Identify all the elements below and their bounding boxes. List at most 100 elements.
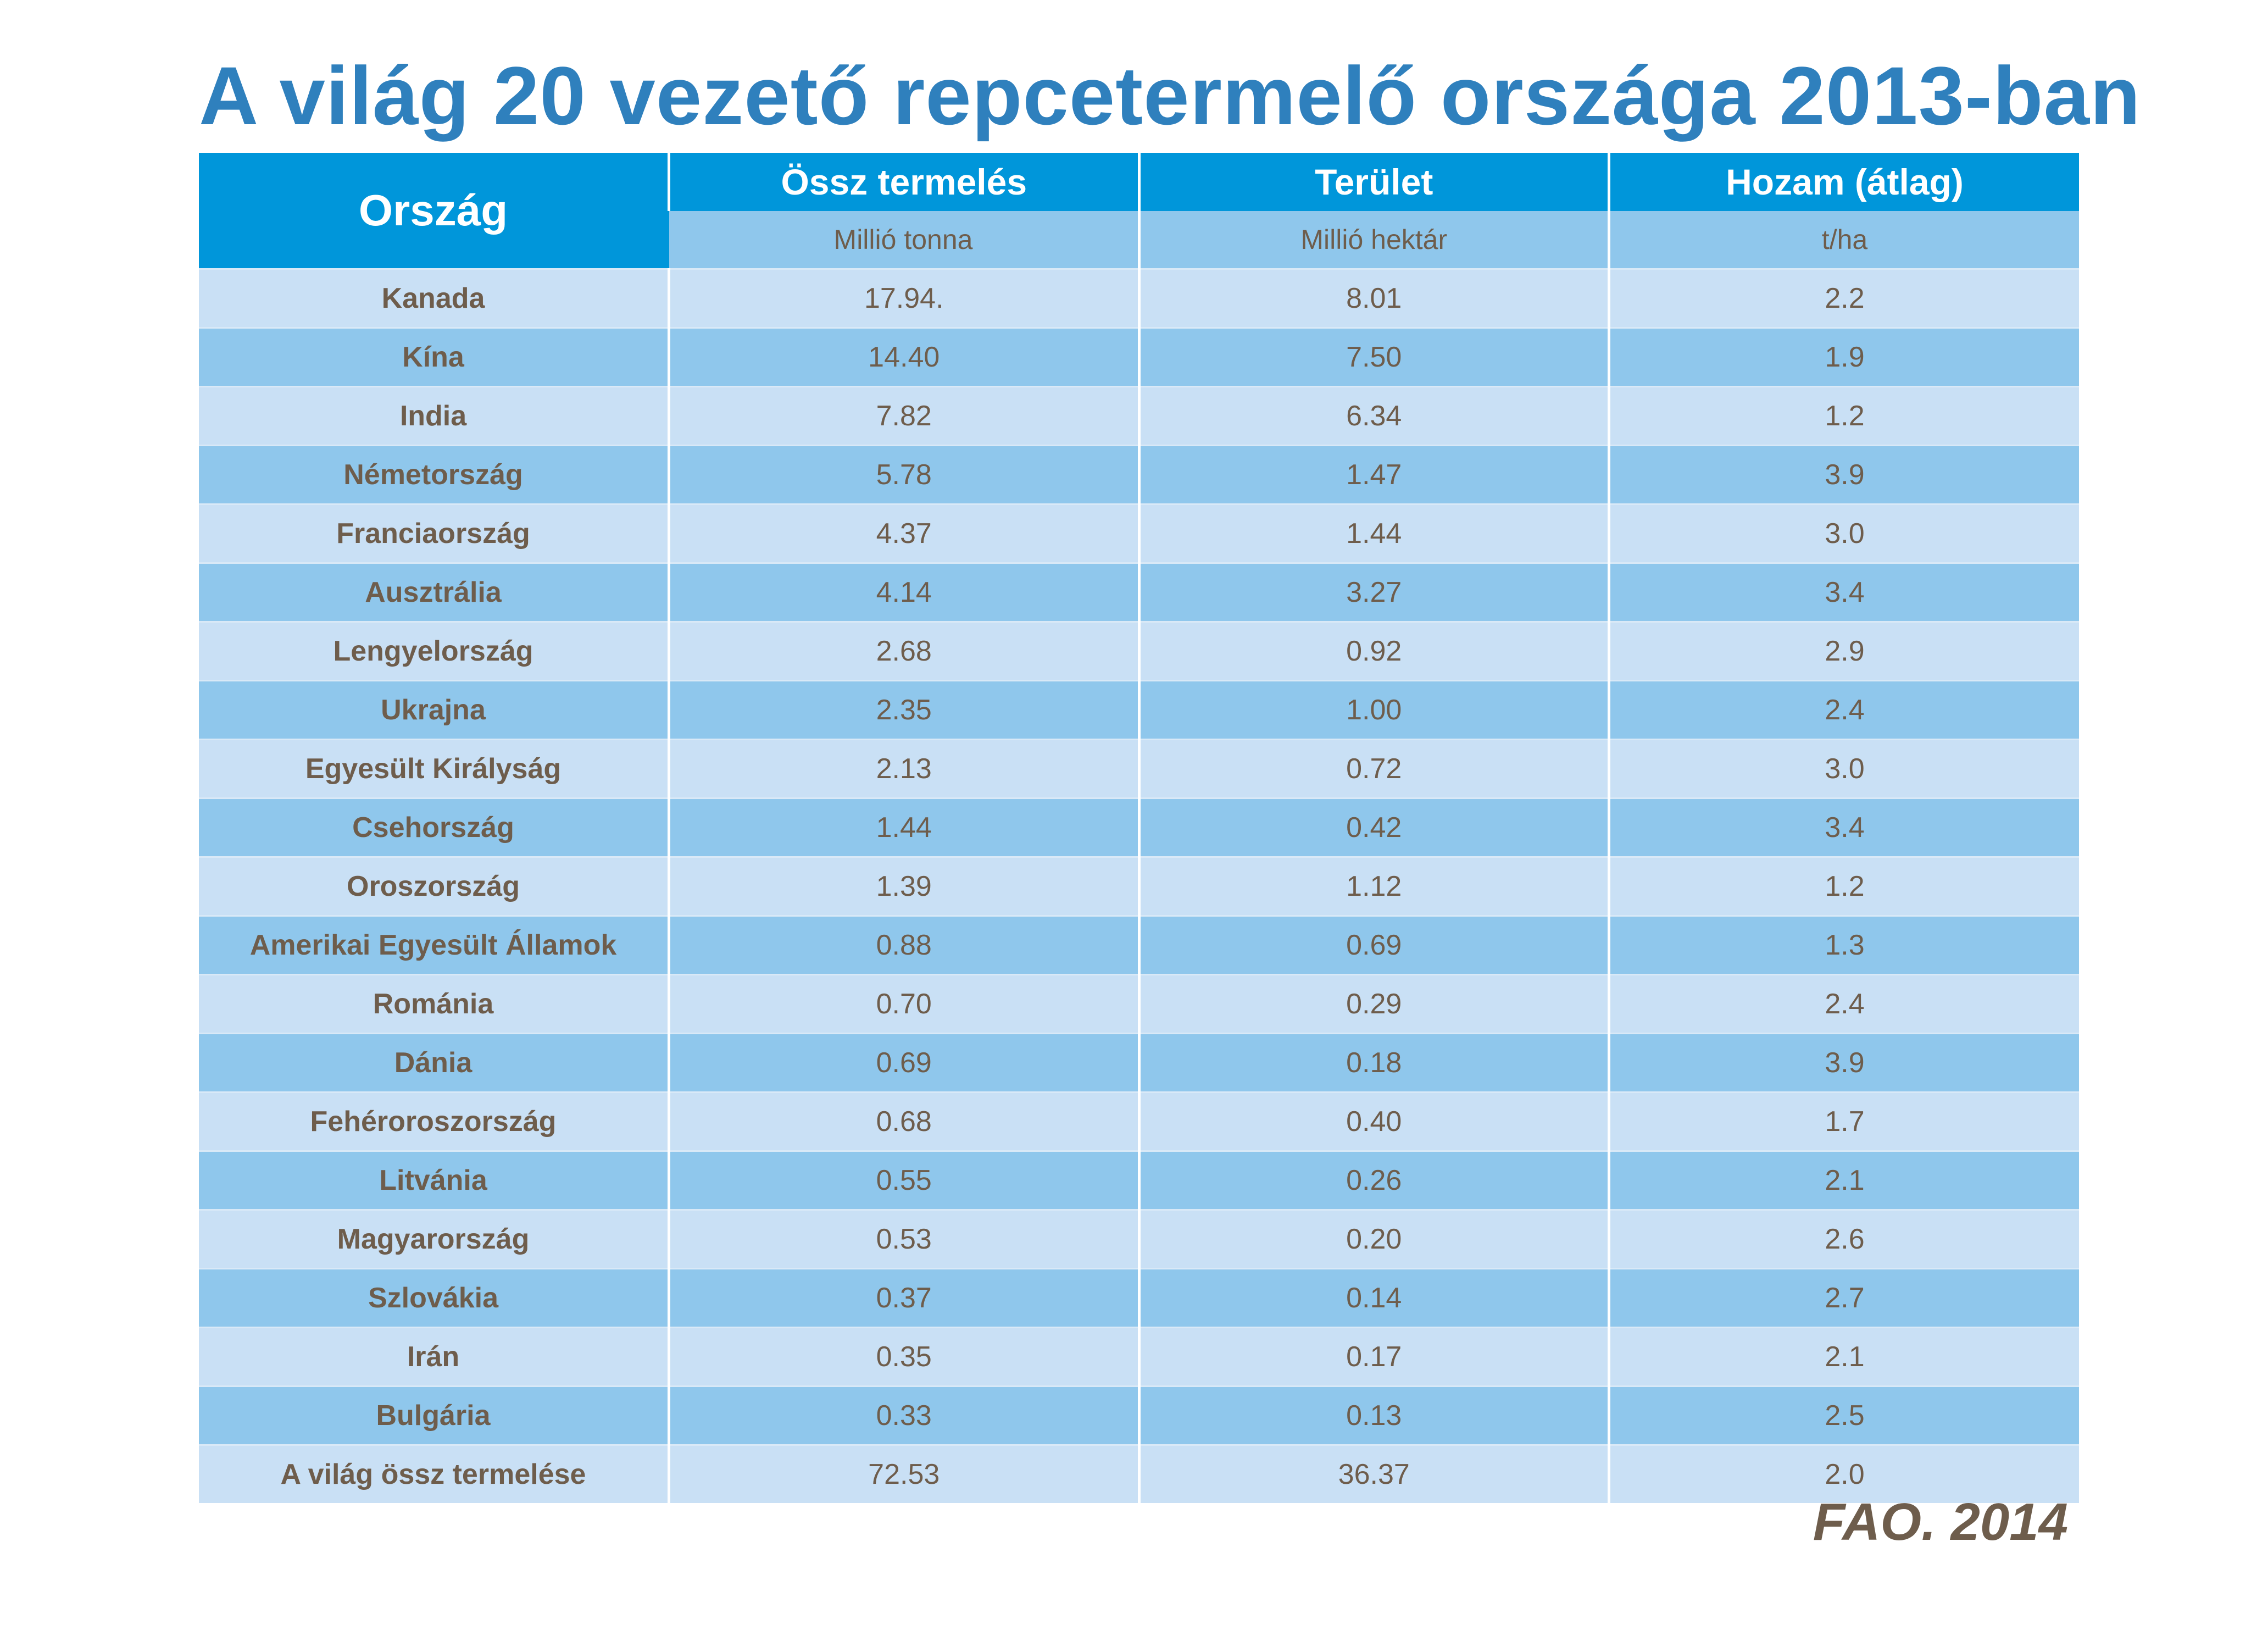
source-citation: FAO. 2014 bbox=[1813, 1493, 2068, 1551]
country-cell: Fehéroroszország bbox=[199, 1091, 669, 1151]
country-cell: Lengyelország bbox=[199, 621, 669, 681]
area-cell: 0.26 bbox=[1137, 1150, 1609, 1210]
yield-cell: 1.2 bbox=[1608, 856, 2079, 916]
production-cell: 5.78 bbox=[668, 445, 1139, 504]
area-cell: 0.20 bbox=[1137, 1209, 1609, 1269]
country-cell: Kanada bbox=[199, 268, 669, 328]
area-cell: 1.00 bbox=[1137, 680, 1609, 740]
production-cell: 72.53 bbox=[668, 1444, 1139, 1503]
country-cell: India bbox=[199, 386, 669, 446]
country-cell: Románia bbox=[199, 974, 669, 1034]
country-cell: Szlovákia bbox=[199, 1268, 669, 1328]
yield-cell: 1.9 bbox=[1608, 327, 2079, 387]
area-cell: 0.69 bbox=[1137, 915, 1609, 975]
country-cell: Oroszország bbox=[199, 856, 669, 916]
yield-cell: 2.1 bbox=[1608, 1327, 2079, 1387]
table-row: Litvánia 0.55 0.26 2.1 bbox=[199, 1150, 2079, 1210]
production-cell: 7.82 bbox=[668, 386, 1139, 446]
area-cell: 3.27 bbox=[1137, 562, 1609, 622]
production-table: Ország Össz termelés Terület Hozam (átla… bbox=[199, 153, 2079, 1503]
area-cell: 1.12 bbox=[1137, 856, 1609, 916]
area-cell: 0.14 bbox=[1137, 1268, 1609, 1328]
country-cell: Dánia bbox=[199, 1033, 669, 1092]
table-row: Egyesült Királyság 2.13 0.72 3.0 bbox=[199, 739, 2079, 798]
yield-cell: 2.0 bbox=[1608, 1444, 2079, 1503]
country-cell: Magyarország bbox=[199, 1209, 669, 1269]
production-cell: 0.35 bbox=[668, 1327, 1139, 1387]
page-title: A világ 20 vezető repcetermelő országa 2… bbox=[199, 49, 2141, 142]
header-production: Össz termelés bbox=[668, 153, 1139, 211]
country-cell: Irán bbox=[199, 1327, 669, 1387]
production-cell: 0.53 bbox=[668, 1209, 1139, 1269]
unit-production: Millió tonna bbox=[669, 211, 1139, 269]
production-cell: 2.68 bbox=[668, 621, 1139, 681]
table-row: Bulgária 0.33 0.13 2.5 bbox=[199, 1385, 2079, 1445]
yield-cell: 2.5 bbox=[1608, 1385, 2079, 1445]
country-cell: Kína bbox=[199, 327, 669, 387]
country-cell: Németország bbox=[199, 445, 669, 504]
table-row: Szlovákia 0.37 0.14 2.7 bbox=[199, 1268, 2079, 1328]
country-cell: Franciaország bbox=[199, 503, 669, 563]
country-cell: Bulgária bbox=[199, 1385, 669, 1445]
table-row: Irán 0.35 0.17 2.1 bbox=[199, 1327, 2079, 1387]
table-row: Oroszország 1.39 1.12 1.2 bbox=[199, 856, 2079, 916]
yield-cell: 2.2 bbox=[1608, 268, 2079, 328]
production-cell: 0.70 bbox=[668, 974, 1139, 1034]
yield-cell: 3.0 bbox=[1608, 739, 2079, 798]
table-row: India 7.82 6.34 1.2 bbox=[199, 386, 2079, 446]
country-cell: A világ össz termelése bbox=[199, 1444, 669, 1503]
unit-yield: t/ha bbox=[1608, 211, 2079, 269]
country-cell: Csehország bbox=[199, 797, 669, 857]
production-cell: 0.88 bbox=[668, 915, 1139, 975]
production-cell: 2.13 bbox=[668, 739, 1139, 798]
yield-cell: 2.4 bbox=[1608, 974, 2079, 1034]
area-cell: 6.34 bbox=[1137, 386, 1609, 446]
yield-cell: 1.7 bbox=[1608, 1091, 2079, 1151]
yield-cell: 3.9 bbox=[1608, 1033, 2079, 1092]
production-cell: 4.37 bbox=[668, 503, 1139, 563]
table-row: Dánia 0.69 0.18 3.9 bbox=[199, 1033, 2079, 1092]
table-row: Magyarország 0.53 0.20 2.6 bbox=[199, 1209, 2079, 1269]
table-row: A világ össz termelése 72.53 36.37 2.0 bbox=[199, 1444, 2079, 1503]
area-cell: 1.47 bbox=[1137, 445, 1609, 504]
table-row: Amerikai Egyesült Államok 0.88 0.69 1.3 bbox=[199, 915, 2079, 975]
area-cell: 0.72 bbox=[1137, 739, 1609, 798]
area-cell: 1.44 bbox=[1137, 503, 1609, 563]
yield-cell: 2.1 bbox=[1608, 1150, 2079, 1210]
area-cell: 0.40 bbox=[1137, 1091, 1609, 1151]
table-row: Lengyelország 2.68 0.92 2.9 bbox=[199, 621, 2079, 681]
country-cell: Egyesült Királyság bbox=[199, 739, 669, 798]
area-cell: 0.18 bbox=[1137, 1033, 1609, 1092]
table-row: Franciaország 4.37 1.44 3.0 bbox=[199, 503, 2079, 563]
area-cell: 36.37 bbox=[1137, 1444, 1609, 1503]
area-cell: 0.42 bbox=[1137, 797, 1609, 857]
yield-cell: 1.2 bbox=[1608, 386, 2079, 446]
yield-cell: 2.7 bbox=[1608, 1268, 2079, 1328]
table-row: Románia 0.70 0.29 2.4 bbox=[199, 974, 2079, 1034]
table-row: Kanada 17.94. 8.01 2.2 bbox=[199, 268, 2079, 328]
area-cell: 7.50 bbox=[1137, 327, 1609, 387]
yield-cell: 2.6 bbox=[1608, 1209, 2079, 1269]
table-row: Németország 5.78 1.47 3.9 bbox=[199, 445, 2079, 504]
table-row: Ukrajna 2.35 1.00 2.4 bbox=[199, 680, 2079, 740]
production-cell: 1.39 bbox=[668, 856, 1139, 916]
area-cell: 0.13 bbox=[1137, 1385, 1609, 1445]
production-cell: 2.35 bbox=[668, 680, 1139, 740]
yield-cell: 3.0 bbox=[1608, 503, 2079, 563]
production-cell: 0.37 bbox=[668, 1268, 1139, 1328]
country-cell: Litvánia bbox=[199, 1150, 669, 1210]
table-row: Fehéroroszország 0.68 0.40 1.7 bbox=[199, 1091, 2079, 1151]
country-cell: Ukrajna bbox=[199, 680, 669, 740]
area-cell: 0.17 bbox=[1137, 1327, 1609, 1387]
area-cell: 8.01 bbox=[1137, 268, 1609, 328]
header-yield: Hozam (átlag) bbox=[1608, 153, 2079, 211]
table-row: Csehország 1.44 0.42 3.4 bbox=[199, 797, 2079, 857]
yield-cell: 3.9 bbox=[1608, 445, 2079, 504]
table-row: Ausztrália 4.14 3.27 3.4 bbox=[199, 562, 2079, 622]
production-cell: 17.94. bbox=[668, 268, 1139, 328]
yield-cell: 2.4 bbox=[1608, 680, 2079, 740]
production-cell: 0.68 bbox=[668, 1091, 1139, 1151]
country-cell: Ausztrália bbox=[199, 562, 669, 622]
yield-cell: 1.3 bbox=[1608, 915, 2079, 975]
unit-area: Millió hektár bbox=[1137, 211, 1609, 269]
